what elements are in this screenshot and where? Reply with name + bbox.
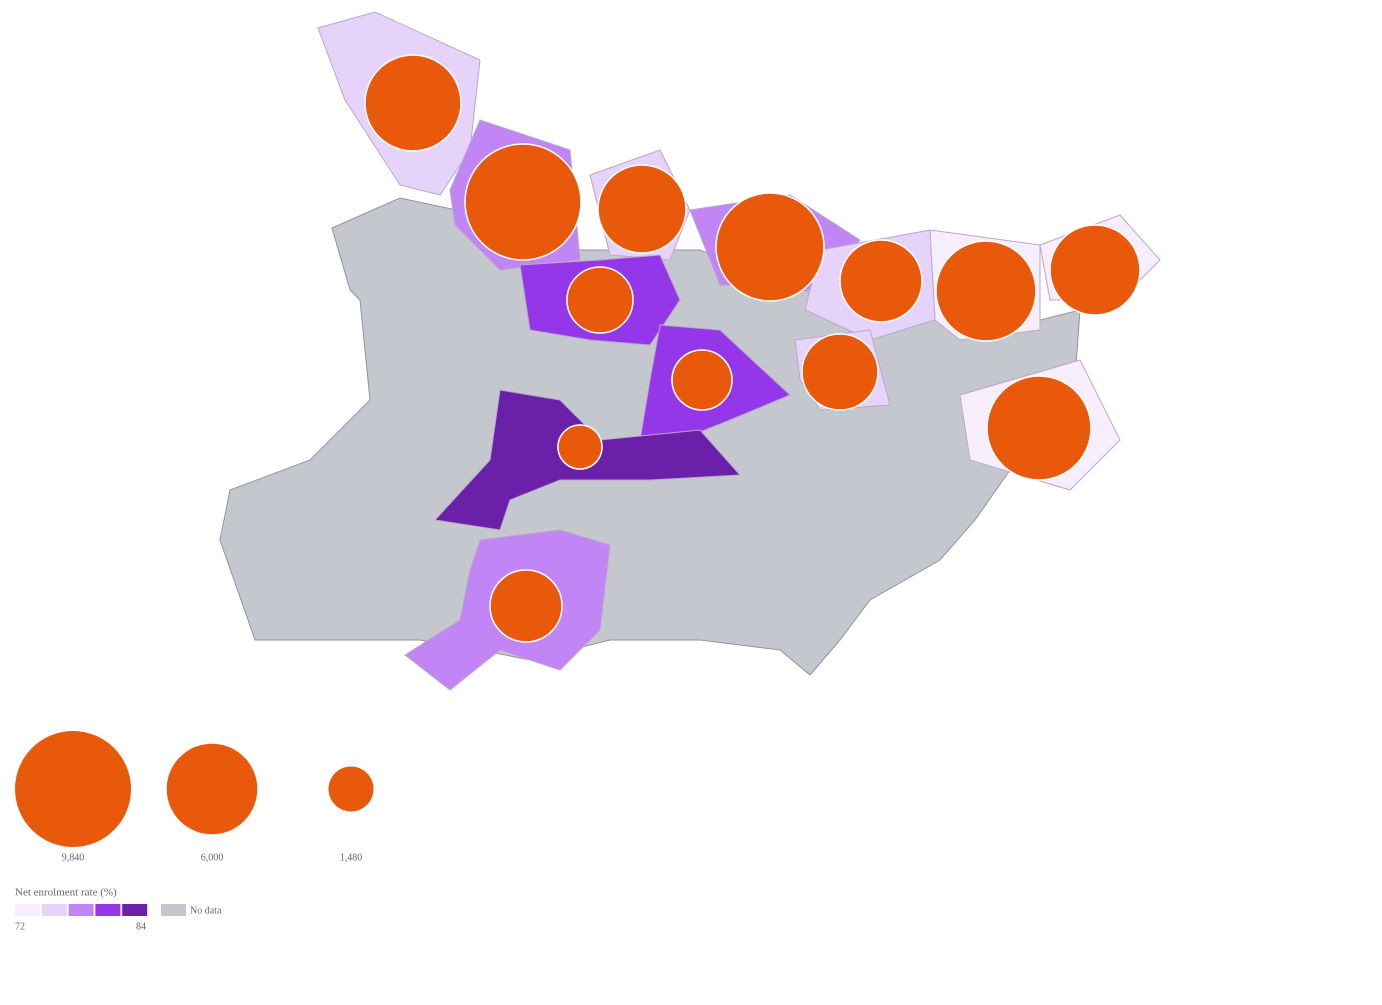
bubble xyxy=(986,375,1092,481)
size-legend-label: 1,480 xyxy=(340,852,363,863)
size-legend-circle xyxy=(15,731,131,847)
bubbles xyxy=(364,54,1141,643)
legend: Net enrolment rate (%) No data 72 84 9,8… xyxy=(15,731,374,932)
color-swatch xyxy=(95,904,121,916)
size-legend-label: 6,000 xyxy=(201,852,224,863)
bubble xyxy=(489,569,563,643)
size-legend-label: 9,840 xyxy=(62,852,85,863)
color-swatch xyxy=(41,904,67,916)
bubble xyxy=(671,349,733,411)
bubble xyxy=(935,240,1037,342)
bubble xyxy=(364,54,462,152)
bubble xyxy=(566,266,634,334)
bubble xyxy=(839,239,923,323)
bubble xyxy=(464,143,582,261)
no-data-swatch xyxy=(161,904,186,916)
bubble xyxy=(801,333,879,411)
bubble xyxy=(1049,224,1141,316)
color-swatch xyxy=(122,904,148,916)
size-legend-circle xyxy=(166,743,258,835)
legend-max: 84 xyxy=(136,921,146,932)
bubble xyxy=(597,164,687,254)
color-swatch xyxy=(68,904,94,916)
color-legend-title: Net enrolment rate (%) xyxy=(15,887,117,899)
no-data-label: No data xyxy=(190,905,222,916)
bubble xyxy=(715,192,825,302)
bubble xyxy=(557,424,603,470)
size-legend-circle xyxy=(328,766,374,812)
legend-min: 72 xyxy=(15,921,25,932)
color-swatch xyxy=(15,904,40,916)
